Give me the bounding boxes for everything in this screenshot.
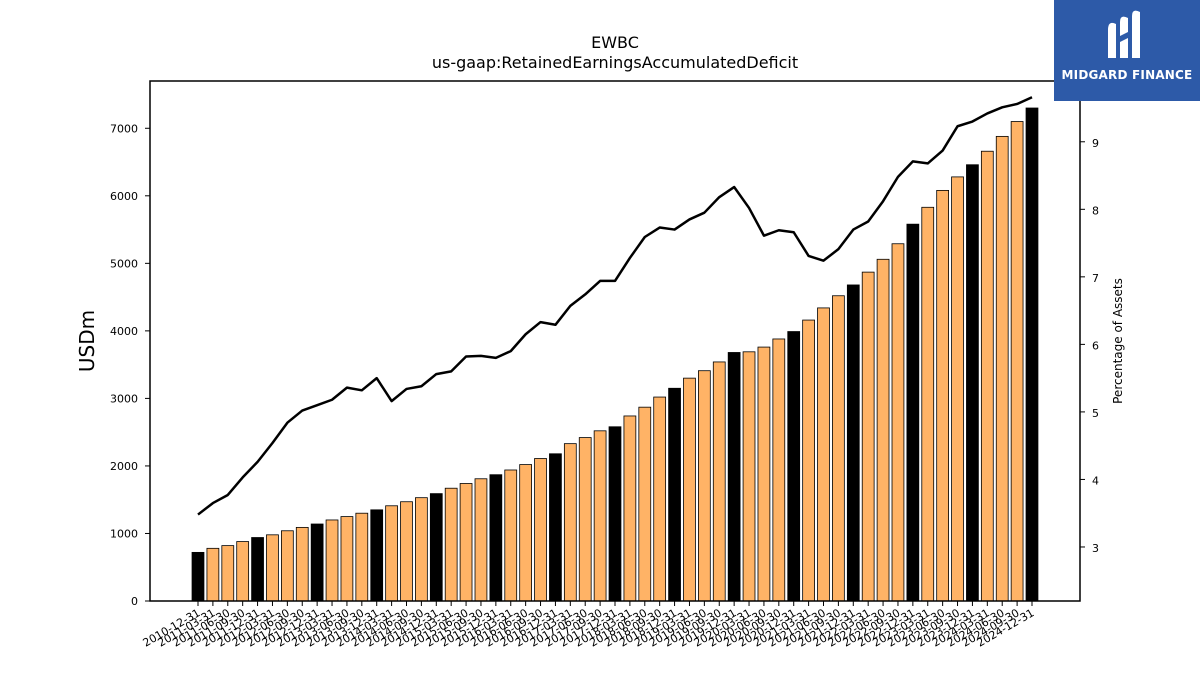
y2-tick-label: 6 xyxy=(1092,339,1099,352)
y-tick-label: 7000 xyxy=(110,122,138,135)
y2-axis-label: Percentage of Assets xyxy=(1111,278,1125,404)
y-tick-label: 0 xyxy=(131,595,138,608)
bar xyxy=(712,361,726,602)
bar xyxy=(921,206,935,602)
chart-title: EWBC xyxy=(591,33,639,52)
bar xyxy=(549,453,562,602)
bar xyxy=(698,370,711,602)
brand-logo: MIDGARD FINANCE xyxy=(1054,0,1200,101)
bar xyxy=(966,164,979,602)
bar xyxy=(995,135,1009,602)
bar xyxy=(340,516,354,602)
bar xyxy=(355,512,369,602)
bar xyxy=(236,541,250,602)
bar xyxy=(400,501,413,602)
bar xyxy=(280,530,294,602)
bar xyxy=(415,497,428,602)
y-tick-label: 6000 xyxy=(110,190,138,203)
bar xyxy=(906,223,920,602)
chart-subtitle: us-gaap:RetainedEarningsAccumulatedDefic… xyxy=(432,53,798,72)
y-tick-label: 1000 xyxy=(110,527,138,540)
bar xyxy=(936,189,950,602)
series-line xyxy=(197,96,1033,516)
bar xyxy=(951,176,964,602)
bar xyxy=(623,415,637,602)
bar xyxy=(429,493,443,602)
bar xyxy=(310,523,324,602)
bar xyxy=(727,352,741,602)
bar xyxy=(876,258,890,602)
bar xyxy=(653,396,667,602)
bar xyxy=(519,464,533,602)
plot-area xyxy=(191,96,1039,602)
bar xyxy=(668,387,681,602)
y2-tick-label: 4 xyxy=(1092,474,1099,487)
bar xyxy=(266,534,279,602)
bar xyxy=(191,551,205,602)
brand-name: MIDGARD FINANCE xyxy=(1061,68,1193,82)
bar xyxy=(459,483,473,602)
bar xyxy=(832,295,845,602)
y2-tick-label: 7 xyxy=(1092,272,1099,285)
bar xyxy=(683,377,696,602)
bar xyxy=(802,319,815,602)
bar xyxy=(638,406,652,602)
y2-tick-label: 3 xyxy=(1092,542,1099,555)
bar xyxy=(787,331,801,602)
y-tick-label: 5000 xyxy=(110,257,138,270)
bar xyxy=(608,426,622,602)
y-tick-label: 2000 xyxy=(110,460,138,473)
y2-tick-label: 8 xyxy=(1092,204,1099,217)
bar xyxy=(370,509,384,602)
bar xyxy=(444,487,458,602)
bar xyxy=(861,271,875,602)
bar xyxy=(742,351,756,602)
bar xyxy=(534,458,547,602)
bar xyxy=(251,537,264,602)
bar xyxy=(489,474,503,602)
bar xyxy=(757,346,771,602)
bar xyxy=(563,443,577,602)
bar xyxy=(980,150,994,602)
bar xyxy=(817,307,830,602)
bar xyxy=(1025,107,1039,602)
bar xyxy=(891,243,905,602)
bar xyxy=(504,469,518,602)
bar xyxy=(385,505,398,602)
y-axis-label: USDm xyxy=(75,310,99,372)
y2-tick-label: 9 xyxy=(1092,137,1099,150)
bar xyxy=(325,519,339,602)
midgard-logo-icon xyxy=(1108,10,1140,59)
bar xyxy=(221,545,235,602)
y-tick-label: 4000 xyxy=(110,325,138,338)
bar xyxy=(593,430,607,602)
y-tick-label: 3000 xyxy=(110,392,138,405)
bar xyxy=(846,284,860,602)
bar xyxy=(578,437,592,602)
bar xyxy=(474,478,488,602)
bar xyxy=(295,526,309,602)
bar xyxy=(772,338,786,602)
y2-tick-label: 5 xyxy=(1092,407,1099,420)
bar xyxy=(206,547,220,602)
bar xyxy=(1010,121,1024,602)
